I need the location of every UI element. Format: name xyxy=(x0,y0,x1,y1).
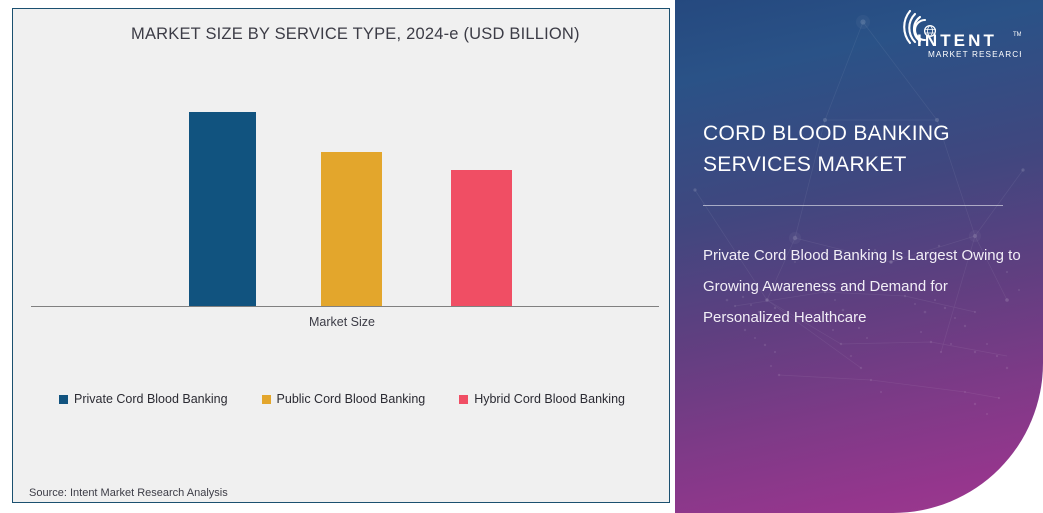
side-panel: INTENT TM MARKET RESEARCH CORD BLOOD BAN… xyxy=(675,0,1043,513)
signal-waves-globe-icon xyxy=(903,10,927,45)
legend-item-hybrid-cord-blood-banking: Hybrid Cord Blood Banking xyxy=(459,392,625,406)
legend-label: Private Cord Blood Banking xyxy=(74,392,228,406)
legend-swatch-icon xyxy=(59,394,68,404)
chart-title: MARKET SIZE BY SERVICE TYPE, 2024-e (USD… xyxy=(131,25,580,43)
intent-market-research-logo: INTENT TM MARKET RESEARCH xyxy=(901,10,1021,62)
chart-card: MARKET SIZE BY SERVICE TYPE, 2024-e (USD… xyxy=(12,8,670,503)
panel-description: Private Cord Blood Banking Is Largest Ow… xyxy=(703,247,1021,326)
source-note: Source: Intent Market Research Analysis xyxy=(29,487,228,499)
legend-label: Public Cord Blood Banking xyxy=(276,392,426,406)
legend-swatch-icon xyxy=(261,394,271,404)
world-map-network-decoration xyxy=(675,0,1043,513)
panel-heading: CORD BLOOD BANKING SERVICES MARKET xyxy=(703,122,950,176)
logo-wordmark: INTENT xyxy=(917,31,997,50)
logo-tagline: MARKET RESEARCH xyxy=(928,50,1021,59)
x-axis-line xyxy=(31,305,659,307)
legend-swatch-icon xyxy=(459,394,469,404)
bar-chart-plot-area xyxy=(31,89,659,307)
bar-private-cord-blood-banking xyxy=(189,111,256,306)
legend-label: Hybrid Cord Blood Banking xyxy=(474,392,625,406)
panel-divider xyxy=(703,205,1003,206)
legend-item-public-cord-blood-banking: Public Cord Blood Banking xyxy=(261,392,426,406)
bar-hybrid-cord-blood-banking xyxy=(451,170,512,306)
x-axis-label: Market Size xyxy=(309,315,375,329)
logo-trademark: TM xyxy=(1013,32,1021,38)
legend-item-private-cord-blood-banking: Private Cord Blood Banking xyxy=(59,392,228,406)
bar-public-cord-blood-banking xyxy=(321,152,382,306)
chart-legend: Private Cord Blood Banking Public Cord B… xyxy=(13,392,671,406)
